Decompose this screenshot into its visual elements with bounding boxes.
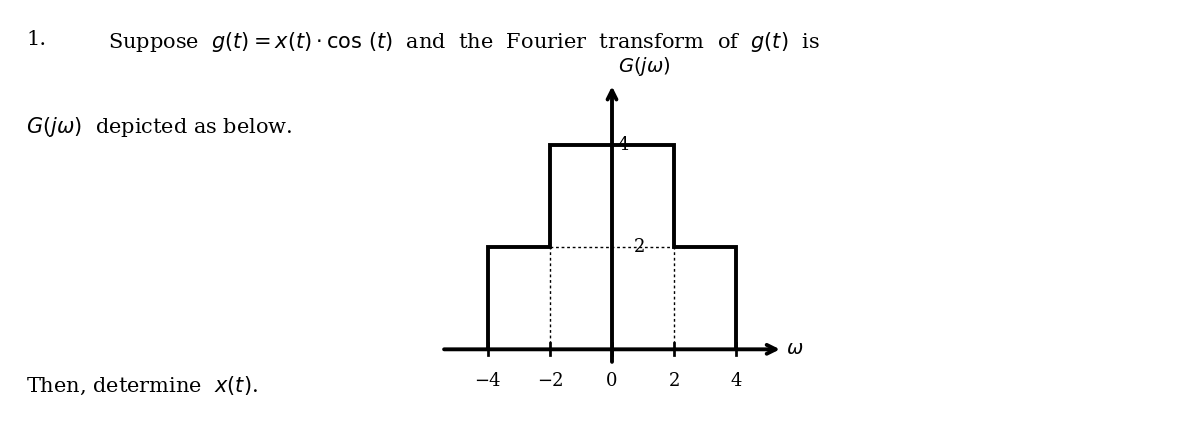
Text: 2: 2 xyxy=(634,238,646,256)
Text: $G(j\omega)$: $G(j\omega)$ xyxy=(618,55,670,78)
Text: 4: 4 xyxy=(731,372,742,390)
Text: 0: 0 xyxy=(606,372,618,390)
Text: 2: 2 xyxy=(668,372,679,390)
Text: $\omega$: $\omega$ xyxy=(786,340,803,358)
Text: Then, determine  $x(t)$.: Then, determine $x(t)$. xyxy=(26,375,258,397)
Text: −4: −4 xyxy=(475,372,502,390)
Text: Suppose  $g(t) = x(t) \cdot \cos\,(t)$  and  the  Fourier  transform  of  $g(t)$: Suppose $g(t) = x(t) \cdot \cos\,(t)$ an… xyxy=(108,30,820,54)
Text: $G(j\omega)$  depicted as below.: $G(j\omega)$ depicted as below. xyxy=(26,115,293,139)
Text: 4: 4 xyxy=(618,136,629,154)
Text: 1.: 1. xyxy=(26,30,47,49)
Text: −2: −2 xyxy=(536,372,563,390)
